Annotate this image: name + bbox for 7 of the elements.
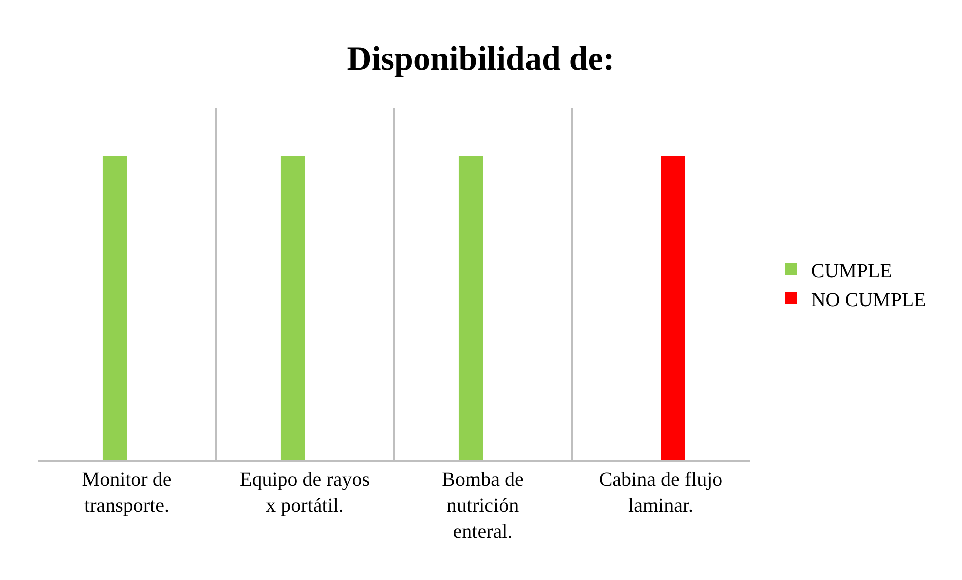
- chart-title: Disponibilidad de:: [347, 40, 615, 78]
- x-tick-label: Equipo de rayos x portátil.: [240, 468, 370, 517]
- legend-label: CUMPLE: [811, 260, 892, 282]
- x-tick-label: Bomba de nutrición enteral.: [442, 468, 524, 543]
- x-tick-label: Cabina de flujo laminar.: [599, 468, 723, 517]
- legend-label: NO CUMPLE: [811, 289, 926, 312]
- x-tick-label: Monitor de transporte.: [82, 468, 172, 517]
